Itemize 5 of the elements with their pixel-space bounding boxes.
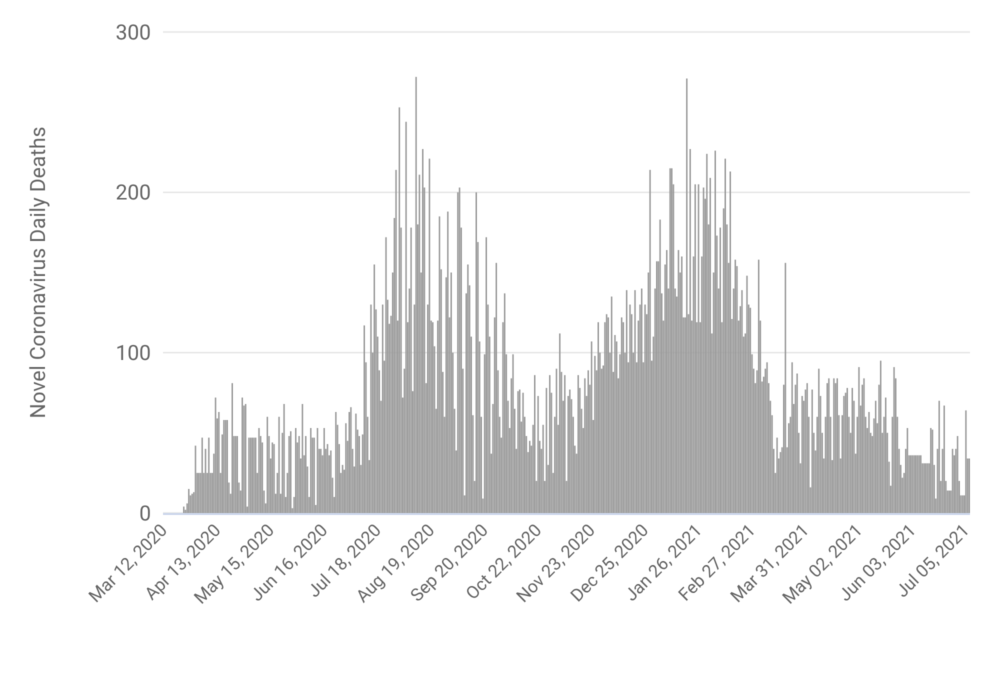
y-tick-label: 100 xyxy=(116,342,151,366)
y-tick-label: 0 xyxy=(139,502,151,526)
y-tick-label: 200 xyxy=(116,182,151,206)
y-axis-title: Novel Coronavirus Daily Deaths xyxy=(27,126,51,418)
y-tick-label: 300 xyxy=(116,21,151,46)
